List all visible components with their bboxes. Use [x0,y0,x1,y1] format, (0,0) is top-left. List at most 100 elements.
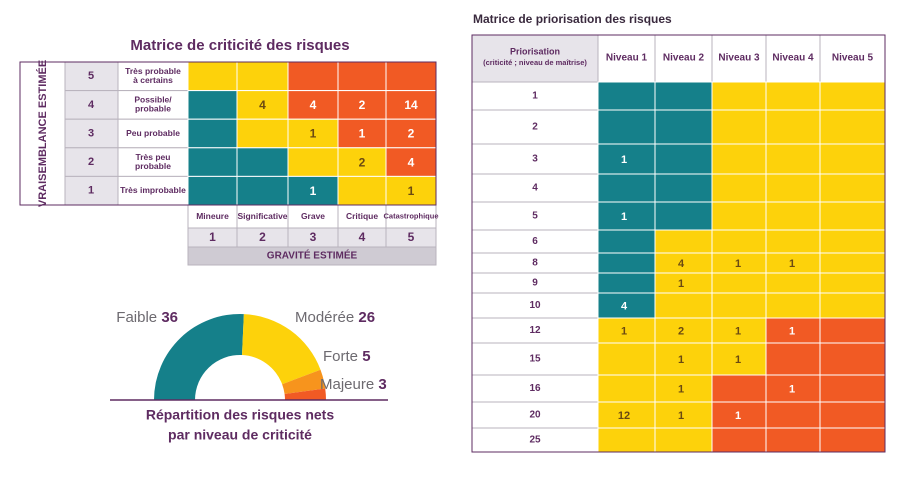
cell-count: 1 [678,278,684,290]
cell-count: 4 [310,98,317,112]
cell-count: 1 [735,325,741,337]
row-label-cell [471,374,599,403]
matrix-cell [597,252,656,274]
category-value: 3 [378,376,386,393]
column-label: Significative [237,211,287,221]
cell-count: 1 [359,127,366,141]
matrix-cell [654,401,713,429]
column-level: 2 [259,230,266,244]
matrix-cell [711,143,767,175]
matrix-cell [597,427,656,453]
matrix-cell [765,401,821,429]
matrix-cell [385,147,437,177]
matrix-cell [819,401,886,429]
cell-count: 1 [621,325,627,337]
matrix-cell [819,143,886,175]
matrix-cell [236,147,289,177]
cell-count: 4 [678,258,685,270]
matrix-cell [819,317,886,344]
matrix-cell [597,81,656,111]
matrix-cell [337,61,387,92]
cell-count: 4 [259,98,266,112]
matrix-cell [765,229,821,254]
column-label: Critique [346,211,378,221]
row-label: 16 [529,383,541,394]
matrix-cell [711,81,767,111]
cell-count: 14 [404,98,418,112]
donut-segment [282,369,326,394]
matrix-cell [765,272,821,294]
cell-count: 1 [678,383,684,395]
level-cell [64,175,119,206]
column-label: Niveau 3 [718,53,760,64]
chart-caption: par niveau de criticité [168,427,312,443]
matrix-cell [597,317,656,344]
cell-count: 2 [408,127,415,141]
matrix-cell [287,147,339,177]
matrix-cell [819,292,886,319]
matrix-cell [287,61,339,92]
matrix-outline [471,34,886,453]
cell-count: 1 [735,258,741,270]
matrix-cell [597,109,656,145]
row-label: probable [135,104,171,114]
matrix-cell [711,173,767,203]
matrix-cell [597,272,656,294]
row-level: 1 [88,185,94,197]
category-name: Forte [323,348,358,365]
chart-caption: Répartition des risques nets [146,407,334,423]
matrix-cell [819,201,886,231]
matrix-cell [765,342,821,376]
matrix-cell [236,175,289,206]
matrix-cell [187,175,238,206]
matrix-cell [765,109,821,145]
matrix-cell [765,427,821,453]
matrix-cell [819,173,886,203]
matrix-title: Matrice de criticité des risques [130,37,349,54]
row-label: 3 [532,154,538,165]
matrix-cell [711,109,767,145]
legend-label: Faible 36 [116,309,178,326]
header-label: (criticité ; niveau de maîtrise) [483,58,587,67]
row-label: 4 [532,183,538,194]
matrix-cell [337,90,387,120]
matrix-cell [597,374,656,403]
matrix-cell [819,272,886,294]
legend-label: Modérée 26 [295,309,375,326]
column-level: 5 [408,230,415,244]
x-axis-cell [187,246,437,266]
level-cell [64,61,119,92]
y-axis-label: VRAISEMBLANCE ESTIMÉE [36,60,49,207]
cell-count: 4 [621,300,628,312]
column-level: 1 [209,230,216,244]
matrix-cell [765,173,821,203]
matrix-cell [819,229,886,254]
label-cell [117,147,189,177]
cell-count: 1 [310,184,317,198]
matrix-cell [187,90,238,120]
matrix-cell [236,90,289,120]
matrix-cell [654,143,713,175]
column-label: Niveau 1 [606,53,648,64]
matrix-cell [654,342,713,376]
matrix-cell [819,81,886,111]
row-label: à certains [133,75,173,85]
matrix-cell [711,374,767,403]
cell-count: 1 [621,211,627,223]
matrix-cell [654,81,713,111]
matrix-cell [711,292,767,319]
matrix-cell [711,201,767,231]
row-label: 10 [529,300,541,311]
matrix-cell [597,342,656,376]
row-level: 5 [88,70,94,82]
row-label-cell [471,342,599,376]
cell-count: 1 [678,354,684,366]
matrix-cell [765,143,821,175]
category-value: 5 [362,348,370,365]
cell-count: 2 [678,325,684,337]
cell-count: 12 [618,410,630,422]
row-level: 4 [88,99,95,111]
header-label: Priorisation [510,46,560,56]
row-label: 1 [532,91,538,102]
matrix-cell [187,147,238,177]
